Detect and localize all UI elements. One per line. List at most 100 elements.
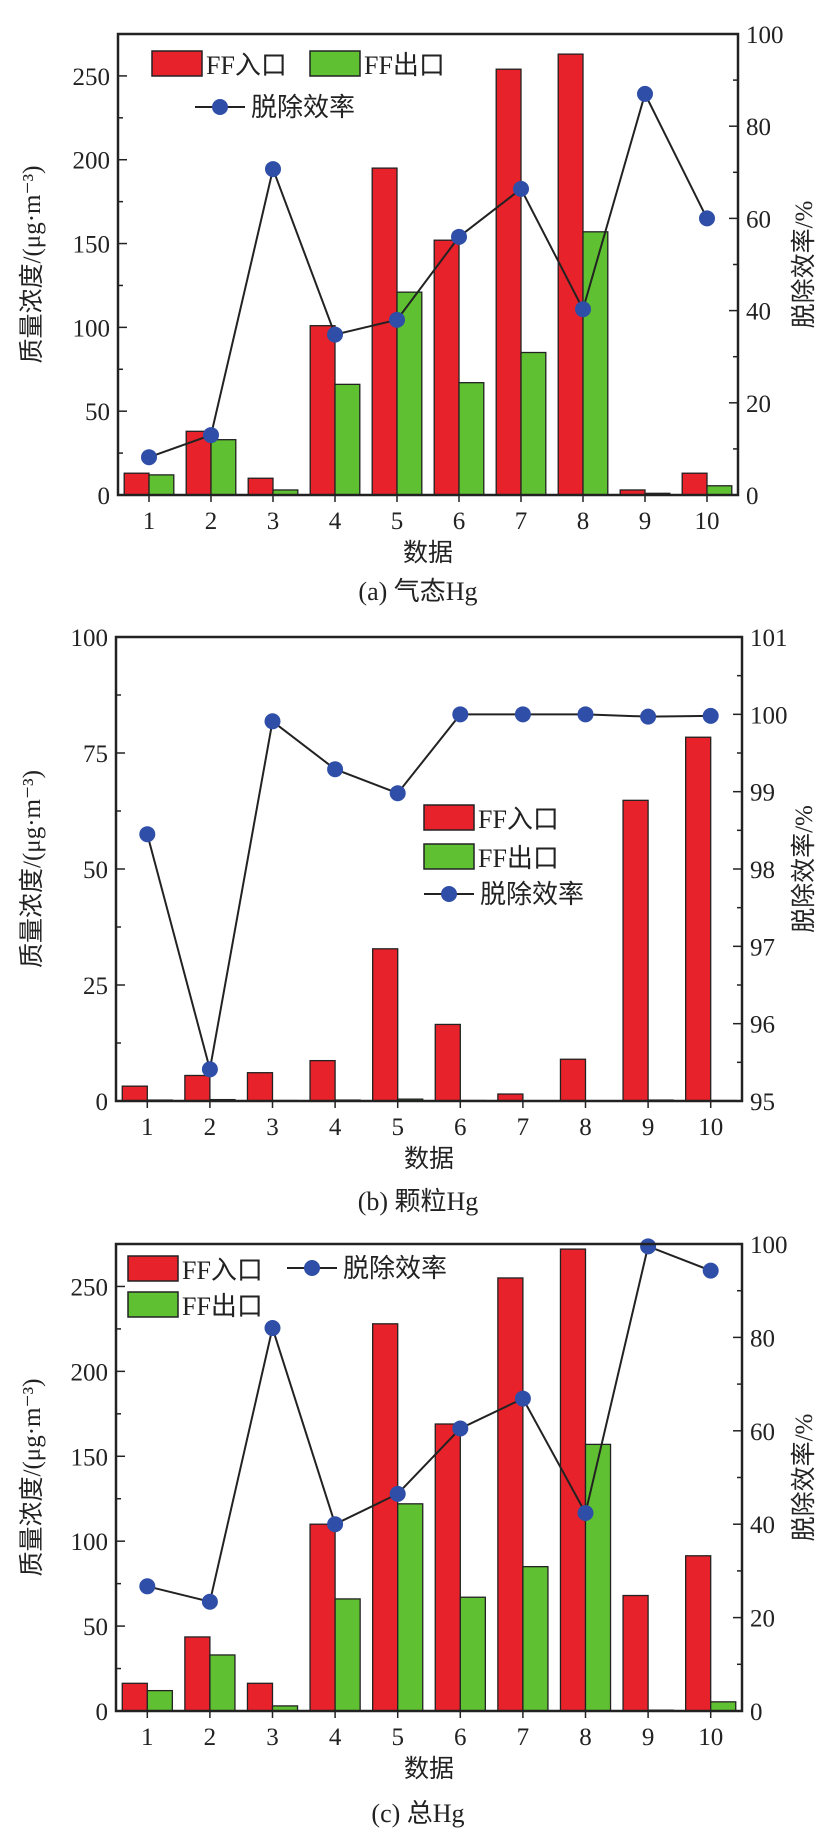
legend-label-efficiency: 脱除效率 <box>343 1254 447 1283</box>
y2-tick-label: 80 <box>750 1325 775 1352</box>
y-tick-label: 0 <box>96 1089 109 1116</box>
efficiency-line <box>148 91 708 459</box>
y2-tick-label: 0 <box>750 1699 763 1726</box>
y2-tick-label: 98 <box>750 857 775 884</box>
y2-tick-label: 99 <box>750 780 775 807</box>
bar-inlet-8 <box>557 53 584 496</box>
bar-outlet-7 <box>522 1566 549 1712</box>
legend-swatch-outlet <box>309 50 361 77</box>
y2-tick-label: 95 <box>750 1089 775 1116</box>
bar-outlet-8 <box>584 1443 612 1712</box>
bar-inlet-9 <box>622 799 649 1102</box>
x-tick-label: 2 <box>205 508 218 535</box>
legend-label-outlet: FF出口 <box>182 1292 263 1321</box>
y-tick-label: 50 <box>83 1614 108 1641</box>
x-tick-label: 8 <box>577 508 590 535</box>
y-tick-label: 200 <box>71 1359 109 1386</box>
bar-outlet-4 <box>334 383 361 496</box>
y-tick-label: 100 <box>71 625 109 652</box>
y2-tick-label: 100 <box>746 22 784 49</box>
y2-tick-label: 96 <box>750 1012 775 1039</box>
bar-inlet-10 <box>681 472 708 496</box>
x-tick-label: 2 <box>204 1724 217 1751</box>
bar-inlet-2 <box>184 1074 211 1102</box>
bar-inlet-6 <box>434 1423 461 1712</box>
bar-inlet-1 <box>121 1085 148 1102</box>
y2-axis-label: 脱除效率/% <box>790 1414 818 1542</box>
legend-label-efficiency: 脱除效率 <box>480 880 584 909</box>
efficiency-point-7 <box>514 1390 531 1407</box>
panel-caption: (c) 总Hg <box>371 1799 464 1828</box>
efficiency-point-6 <box>452 1420 469 1437</box>
efficiency-point-6 <box>452 706 469 723</box>
legend-swatch-outlet <box>423 843 475 870</box>
x-tick-label: 4 <box>329 1114 342 1141</box>
y2-tick-label: 20 <box>750 1606 775 1633</box>
bar-inlet-2 <box>184 1636 211 1712</box>
efficiency-point-3 <box>264 1320 281 1337</box>
legend: FF入口 FF出口 脱除效率 <box>127 1254 447 1321</box>
bar-inlet-10 <box>685 1555 712 1712</box>
legend-label-inlet: FF入口 <box>206 51 287 80</box>
x-tick-label: 1 <box>141 1114 154 1141</box>
bar-inlet-4 <box>309 1523 336 1712</box>
efficiency-point-5 <box>389 1485 406 1502</box>
efficiency-point-8 <box>577 706 594 723</box>
legend-label-inlet: FF入口 <box>478 805 559 834</box>
x-tick-label: 10 <box>695 508 720 535</box>
x-tick-label: 5 <box>391 1724 404 1751</box>
bar-outlet-5 <box>397 1503 424 1712</box>
legend-marker-efficiency <box>212 99 228 115</box>
y2-tick-label: 0 <box>746 483 759 510</box>
efficiency-point-2 <box>201 1061 218 1078</box>
y2-tick-label: 60 <box>750 1419 775 1446</box>
efficiency-point-1 <box>139 1578 156 1595</box>
chart-panel-3: 0 50 100 150 200 250 0 20 40 60 80 100 1 2 3 4 5 6 7 8 9 10 数据… <box>18 1232 818 1828</box>
efficiency-line <box>146 713 711 1070</box>
x-tick-label: 7 <box>517 1114 530 1141</box>
chart-panel-1: 0 50 100 150 200 250 0 20 40 60 80 100 1 2 3 4 5 6 7 8 9 10 数据… <box>18 22 818 606</box>
y2-tick-label: 40 <box>746 299 771 326</box>
y-tick-label: 150 <box>71 1444 109 1471</box>
bar-outlet-6 <box>459 1596 486 1712</box>
x-tick-label: 4 <box>329 508 342 535</box>
panel-caption: (b) 颗粒Hg <box>358 1187 479 1216</box>
efficiency-point-1 <box>139 826 156 843</box>
y2-tick-label: 60 <box>746 206 771 233</box>
bar-inlet-7 <box>495 68 522 496</box>
y2-tick-label: 100 <box>750 1232 788 1259</box>
chart-panel-2: 0 25 50 75 100 95 96 97 98 99 100 101 1 2 3 4 5 6 7 8 9 10 数据 质… <box>18 625 818 1216</box>
efficiency-point-9 <box>640 708 657 725</box>
efficiency-point-10 <box>699 210 715 227</box>
x-tick-label: 9 <box>639 508 652 535</box>
x-tick-label: 5 <box>391 1114 404 1141</box>
bar-outlet-4 <box>334 1598 361 1712</box>
x-tick-label: 3 <box>267 508 280 535</box>
x-tick-label: 1 <box>141 1724 154 1751</box>
efficiency-point-10 <box>702 1262 719 1279</box>
bar-inlet-3 <box>246 1072 274 1102</box>
legend-label-inlet: FF入口 <box>182 1256 263 1285</box>
bar-inlet-8 <box>559 1058 587 1102</box>
y-tick-label: 50 <box>85 399 110 426</box>
bar-outlet-6 <box>458 382 485 496</box>
x-tick-label: 6 <box>454 1724 467 1751</box>
bar-inlet-4 <box>309 325 336 496</box>
x-tick-label: 10 <box>698 1724 723 1751</box>
bar-inlet-8 <box>559 1248 587 1712</box>
legend-label-outlet: FF出口 <box>364 51 445 80</box>
efficiency-point-9 <box>640 1238 657 1255</box>
bar-inlet-1 <box>121 1682 148 1712</box>
bar-inlet-5 <box>372 1323 399 1712</box>
bar-outlet-1 <box>148 474 175 496</box>
x-tick-label: 5 <box>391 508 404 535</box>
bar-inlet-3 <box>247 477 274 496</box>
legend-swatch-inlet <box>151 50 203 77</box>
efficiency-point-1 <box>141 449 157 466</box>
efficiency-point-7 <box>514 706 531 723</box>
efficiency-point-5 <box>389 785 406 802</box>
y-tick-label: 100 <box>73 315 111 342</box>
x-tick-label: 6 <box>454 1114 467 1141</box>
x-tick-label: 3 <box>266 1724 279 1751</box>
